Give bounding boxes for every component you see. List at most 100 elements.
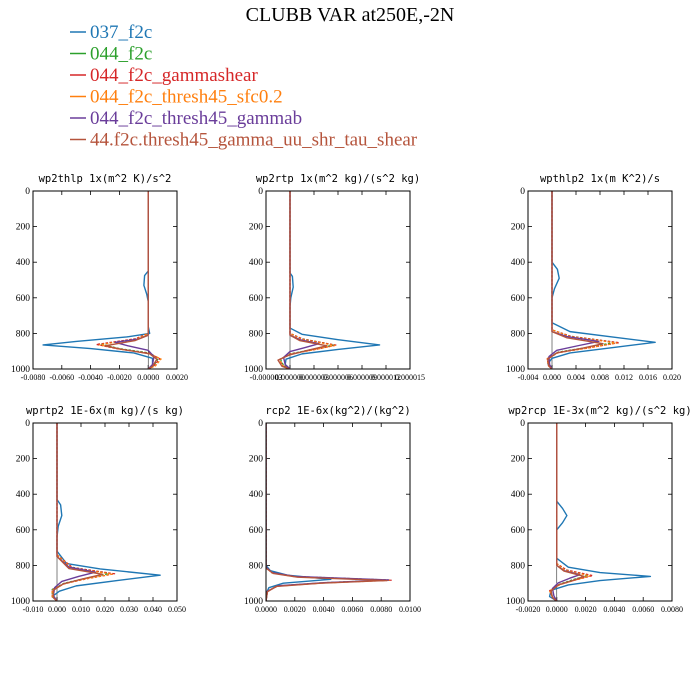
series-group — [548, 423, 652, 601]
series-line — [52, 423, 97, 601]
y-tick-label: 1000 — [506, 365, 525, 375]
series-line — [266, 423, 388, 601]
series-line — [279, 191, 337, 369]
x-tick-label: 0.0000 — [137, 373, 159, 382]
legend-entry: 044_f2c_thresh45_gammab — [90, 108, 302, 129]
x-tick-label: 0.0000 — [255, 605, 277, 614]
y-tick-label: 600 — [511, 294, 526, 304]
y-tick-label: 400 — [249, 490, 264, 500]
legend-entry: 044_f2c_gammashear — [90, 65, 258, 86]
chart-panel: wpthlp2 1x(m K^2)/s 0 200 400 600 800 1000-0.0… — [506, 173, 681, 382]
y-tick-label: 0 — [520, 187, 525, 197]
y-tick-label: 1000 — [11, 597, 30, 607]
x-tick-label: 0.000000 — [275, 373, 305, 382]
y-tick-label: 1000 — [506, 597, 525, 607]
y-tick-label: 400 — [16, 490, 31, 500]
legend-entry: 044_f2c — [90, 44, 152, 65]
series-line — [279, 191, 336, 369]
y-tick-label: 0 — [258, 419, 263, 429]
x-tick-label: 0.020 — [663, 373, 681, 382]
series-line — [550, 423, 585, 601]
plot-frame — [265, 422, 411, 602]
figure-title: CLUBB VAR at250E,-2N — [246, 4, 455, 26]
series-line — [547, 191, 604, 369]
x-tick-label: 0.0100 — [399, 605, 421, 614]
panel-title: wp2thlp 1x(m^2 K)/s^2 — [39, 173, 172, 185]
x-tick-label: 0.0040 — [313, 605, 335, 614]
y-tick-label: 600 — [16, 526, 31, 536]
chart-panel: wp2rcp 1E-3x(m^2 kg)/(s^2 kg) 0 200 400 600 8… — [506, 405, 692, 614]
y-tick-label: 800 — [16, 329, 31, 339]
x-tick-label: 0.010 — [72, 605, 90, 614]
x-tick-label: -0.000003 — [250, 373, 283, 382]
y-tick-label: 400 — [511, 490, 526, 500]
chart-panel: wprtp2 1E-6x(m kg)/(s kg) 0 200 400 600 800 10… — [11, 405, 186, 614]
series-line — [549, 423, 594, 601]
y-tick-label: 400 — [16, 258, 31, 268]
panel-title: wp2rtp 1x(m^2 kg)/(s^2 kg) — [256, 173, 420, 185]
y-tick-label: 400 — [249, 258, 264, 268]
y-tick-label: 0 — [25, 419, 30, 429]
chart-panel: wp2rtp 1x(m^2 kg)/(s^2 kg) 0 200 400 600 800 1… — [244, 173, 425, 382]
x-tick-label: 0.020 — [96, 605, 114, 614]
legend: 037_f2c044_f2c044_f2c_gammashear044_f2c_… — [70, 22, 418, 151]
x-tick-label: 0.050 — [168, 605, 186, 614]
x-tick-label: -0.010 — [23, 605, 44, 614]
series-line — [277, 191, 328, 369]
y-tick-label: 600 — [511, 526, 526, 536]
x-tick-label: -0.0020 — [516, 605, 541, 614]
series-line — [100, 191, 159, 369]
x-tick-label: -0.0040 — [78, 373, 103, 382]
y-tick-label: 0 — [520, 419, 525, 429]
x-tick-label: 0.000 — [48, 605, 66, 614]
series-line — [104, 191, 158, 369]
x-tick-label: 0.004 — [567, 373, 585, 382]
x-tick-label: 0.000003 — [299, 373, 329, 382]
y-tick-label: 600 — [16, 294, 31, 304]
series-line — [52, 423, 104, 601]
x-tick-label: -0.0060 — [49, 373, 74, 382]
panel-title: wpthlp2 1x(m K^2)/s — [540, 173, 660, 185]
x-tick-label: 0.030 — [120, 605, 138, 614]
y-tick-label: 200 — [511, 223, 526, 233]
series-group — [42, 191, 162, 369]
y-tick-label: 600 — [249, 526, 264, 536]
y-tick-label: 800 — [511, 329, 526, 339]
legend-entry: 44.f2c.thresh45_gamma_uu_shr_tau_shear — [90, 130, 418, 151]
series-line — [284, 191, 381, 369]
x-tick-label: 0.0020 — [166, 373, 188, 382]
series-line — [98, 191, 162, 369]
x-tick-label: 0.0080 — [661, 605, 683, 614]
series-line — [547, 191, 656, 369]
y-tick-label: 1000 — [11, 365, 30, 375]
y-tick-label: 800 — [249, 561, 264, 571]
legend-entry: 037_f2c — [90, 22, 152, 43]
y-tick-label: 0 — [258, 187, 263, 197]
series-line — [549, 423, 591, 601]
series-group — [546, 191, 656, 369]
x-tick-label: 0.0020 — [284, 605, 306, 614]
x-tick-label: 0.0060 — [632, 605, 654, 614]
y-tick-label: 0 — [25, 187, 30, 197]
x-tick-label: -0.004 — [518, 373, 539, 382]
y-tick-label: 1000 — [244, 365, 263, 375]
x-tick-label: 0.0080 — [370, 605, 392, 614]
x-tick-label: 0.0040 — [603, 605, 625, 614]
x-tick-label: -0.0020 — [107, 373, 132, 382]
plot-frame — [32, 422, 178, 602]
y-tick-label: 200 — [249, 455, 264, 465]
y-tick-label: 800 — [16, 561, 31, 571]
plot-frame — [32, 190, 178, 370]
x-tick-label: 0.0060 — [341, 605, 363, 614]
y-tick-label: 1000 — [244, 597, 263, 607]
series-line — [51, 423, 113, 601]
x-tick-label: 0.0000 — [546, 605, 568, 614]
series-line — [266, 423, 390, 601]
x-tick-label: 0.000012 — [371, 373, 401, 382]
legend-entry: 044_f2c_thresh45_sfc0.2 — [90, 87, 283, 108]
y-tick-label: 600 — [249, 294, 264, 304]
x-tick-label: 0.040 — [144, 605, 162, 614]
x-tick-label: 0.012 — [615, 373, 633, 382]
series-line — [282, 191, 320, 369]
